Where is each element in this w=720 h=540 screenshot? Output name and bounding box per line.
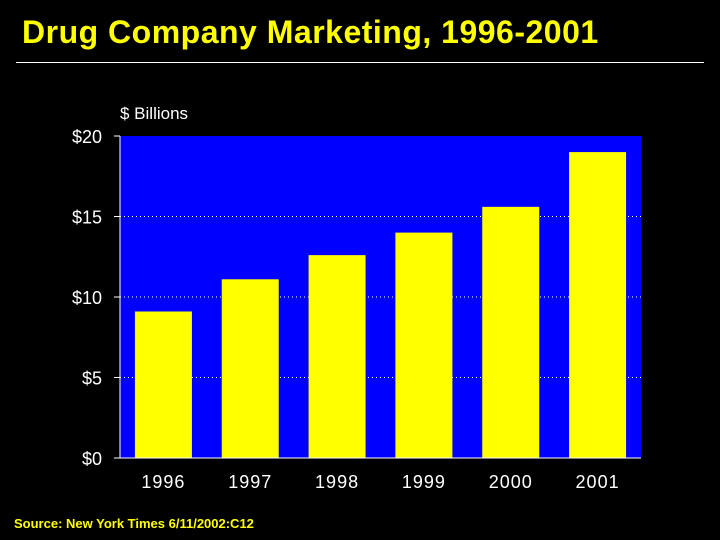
y-tick-label: $0 xyxy=(82,449,102,469)
title-divider xyxy=(16,62,704,63)
y-axis-label: $ Billions xyxy=(120,104,188,123)
x-tick-label: 1998 xyxy=(315,472,359,492)
x-tick-label: 2001 xyxy=(576,472,620,492)
x-tick-label: 1996 xyxy=(141,472,185,492)
bar xyxy=(308,255,366,458)
x-tick-label: 1999 xyxy=(402,472,446,492)
bar xyxy=(569,152,627,458)
y-tick-label: $10 xyxy=(72,288,102,308)
x-tick-label: 1997 xyxy=(228,472,272,492)
y-tick-label: $20 xyxy=(72,127,102,147)
y-tick-label: $15 xyxy=(72,208,102,228)
y-tick-label: $5 xyxy=(82,369,102,389)
bar xyxy=(134,311,192,458)
bar xyxy=(482,206,540,458)
x-tick-label: 2000 xyxy=(489,472,533,492)
bar xyxy=(221,279,279,458)
chart-title: Drug Company Marketing, 1996-2001 xyxy=(22,14,599,50)
source-note: Source: New York Times 6/11/2002:C12 xyxy=(14,516,254,531)
bar xyxy=(395,232,453,458)
